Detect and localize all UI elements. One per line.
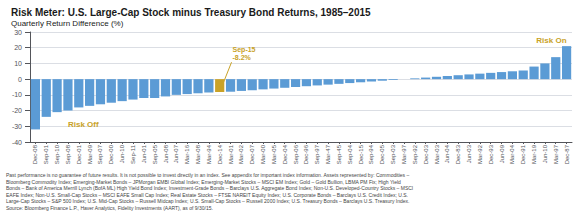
svg-text:Mar-03: Mar-03	[434, 144, 440, 164]
svg-text:Jun-08: Jun-08	[163, 144, 169, 163]
svg-text:Dec-03: Dec-03	[423, 144, 429, 164]
svg-text:Mar-09: Mar-09	[87, 144, 93, 164]
svg-text:Quarterly Return Difference (%: Quarterly Return Difference (%)	[11, 19, 124, 28]
svg-text:Dec-96: Dec-96	[303, 144, 309, 164]
svg-text:Jun-04: Jun-04	[444, 144, 450, 163]
svg-text:Large-Cap Stocks – S&P 500 Ind: Large-Cap Stocks – S&P 500 Index; U.S. M…	[6, 198, 409, 204]
svg-text:Mar-02: Mar-02	[238, 144, 244, 164]
svg-text:Sep-15: Sep-15	[233, 46, 256, 54]
svg-text:Dec-14: Dec-14	[217, 144, 223, 164]
svg-text:Mar-16: Mar-16	[184, 144, 190, 164]
svg-text:-20: -20	[12, 107, 22, 114]
svg-text:Mar-97: Mar-97	[553, 144, 559, 164]
svg-text:Mar-08: Mar-08	[195, 144, 201, 164]
svg-text:Mar-92: Mar-92	[477, 144, 483, 164]
svg-text:Risk Off: Risk Off	[68, 120, 99, 129]
svg-text:10: 10	[14, 60, 22, 67]
svg-text:0: 0	[18, 76, 22, 83]
svg-text:Risk On: Risk On	[536, 36, 566, 45]
svg-text:-30: -30	[12, 123, 22, 130]
svg-text:-8.2%: -8.2%	[233, 54, 252, 61]
svg-text:Dec-00: Dec-00	[108, 144, 114, 164]
svg-text:20: 20	[14, 44, 22, 51]
svg-text:Dec-93: Dec-93	[488, 144, 494, 164]
svg-text:Risk Meter: U.S. Large-Cap Sto: Risk Meter: U.S. Large-Cap Stock minus T…	[11, 7, 371, 18]
svg-text:Sep-45: Sep-45	[336, 144, 342, 164]
svg-text:Dec-87: Dec-87	[564, 144, 570, 164]
svg-text:Mar-19: Mar-19	[531, 144, 537, 164]
svg-text:Jun-10: Jun-10	[119, 144, 125, 163]
svg-text:Mar-94: Mar-94	[206, 144, 212, 164]
svg-text:-10: -10	[12, 91, 22, 98]
svg-text:Dec-91: Dec-91	[520, 144, 526, 164]
svg-text:Sep-04: Sep-04	[347, 144, 353, 164]
svg-text:Dec-15: Dec-15	[358, 144, 364, 164]
svg-text:Dec-05: Dec-05	[379, 144, 385, 164]
svg-text:Jun-03: Jun-03	[466, 144, 472, 163]
svg-text:Dec-83: Dec-83	[455, 144, 461, 164]
svg-text:Sep-08: Sep-08	[65, 144, 71, 164]
svg-text:Sep-05: Sep-05	[152, 144, 158, 164]
svg-text:Dec-01: Dec-01	[76, 144, 82, 164]
svg-text:Mar-05: Mar-05	[271, 144, 277, 164]
svg-text:Sep-03: Sep-03	[390, 144, 396, 164]
svg-text:Sep-92: Sep-92	[412, 144, 418, 164]
svg-text:Bloomberg Commodity Index; Eme: Bloomberg Commodity Index; Emerging-Mark…	[6, 179, 401, 185]
svg-text:EAFE Index; Non-U.S. Small-Cap: EAFE Index; Non-U.S. Small-Cap Stocks – …	[6, 192, 408, 198]
svg-text:Sep-94: Sep-94	[368, 144, 374, 164]
svg-text:Mar-04: Mar-04	[509, 144, 515, 164]
svg-text:Sep-01: Sep-01	[43, 144, 49, 164]
svg-text:Mar-01: Mar-01	[228, 144, 234, 164]
svg-text:Source: Bloomberg Finance L.P.: Source: Bloomberg Finance L.P., Haver An…	[6, 205, 213, 211]
svg-text:30: 30	[14, 29, 22, 36]
svg-text:Sep-11: Sep-11	[130, 144, 136, 164]
svg-text:Dec-04: Dec-04	[282, 144, 288, 164]
svg-text:Past performance is no guarant: Past performance is no guarantee of futu…	[6, 172, 409, 178]
svg-text:Bonds – Bank of America Merril: Bonds – Bank of America Merrill Lynch (B…	[6, 185, 413, 191]
svg-text:Jun-10: Jun-10	[542, 144, 548, 163]
svg-text:Jun-01: Jun-01	[141, 144, 147, 163]
svg-text:Mar-97: Mar-97	[401, 144, 407, 164]
svg-text:Mar-47: Mar-47	[325, 144, 331, 164]
svg-text:Sep-07: Sep-07	[97, 144, 103, 164]
svg-text:Dec-07: Dec-07	[249, 144, 255, 164]
svg-text:Jun-09: Jun-09	[499, 144, 505, 163]
svg-text:Sep-06: Sep-06	[293, 144, 299, 164]
svg-text:Mar-00: Mar-00	[260, 144, 266, 164]
svg-text:Sep-97: Sep-97	[314, 144, 320, 164]
svg-text:Dec-08: Dec-08	[32, 144, 38, 164]
svg-text:Sep-10: Sep-10	[54, 144, 60, 164]
svg-text:-40: -40	[12, 139, 22, 146]
svg-text:Jun-07: Jun-07	[173, 144, 179, 163]
